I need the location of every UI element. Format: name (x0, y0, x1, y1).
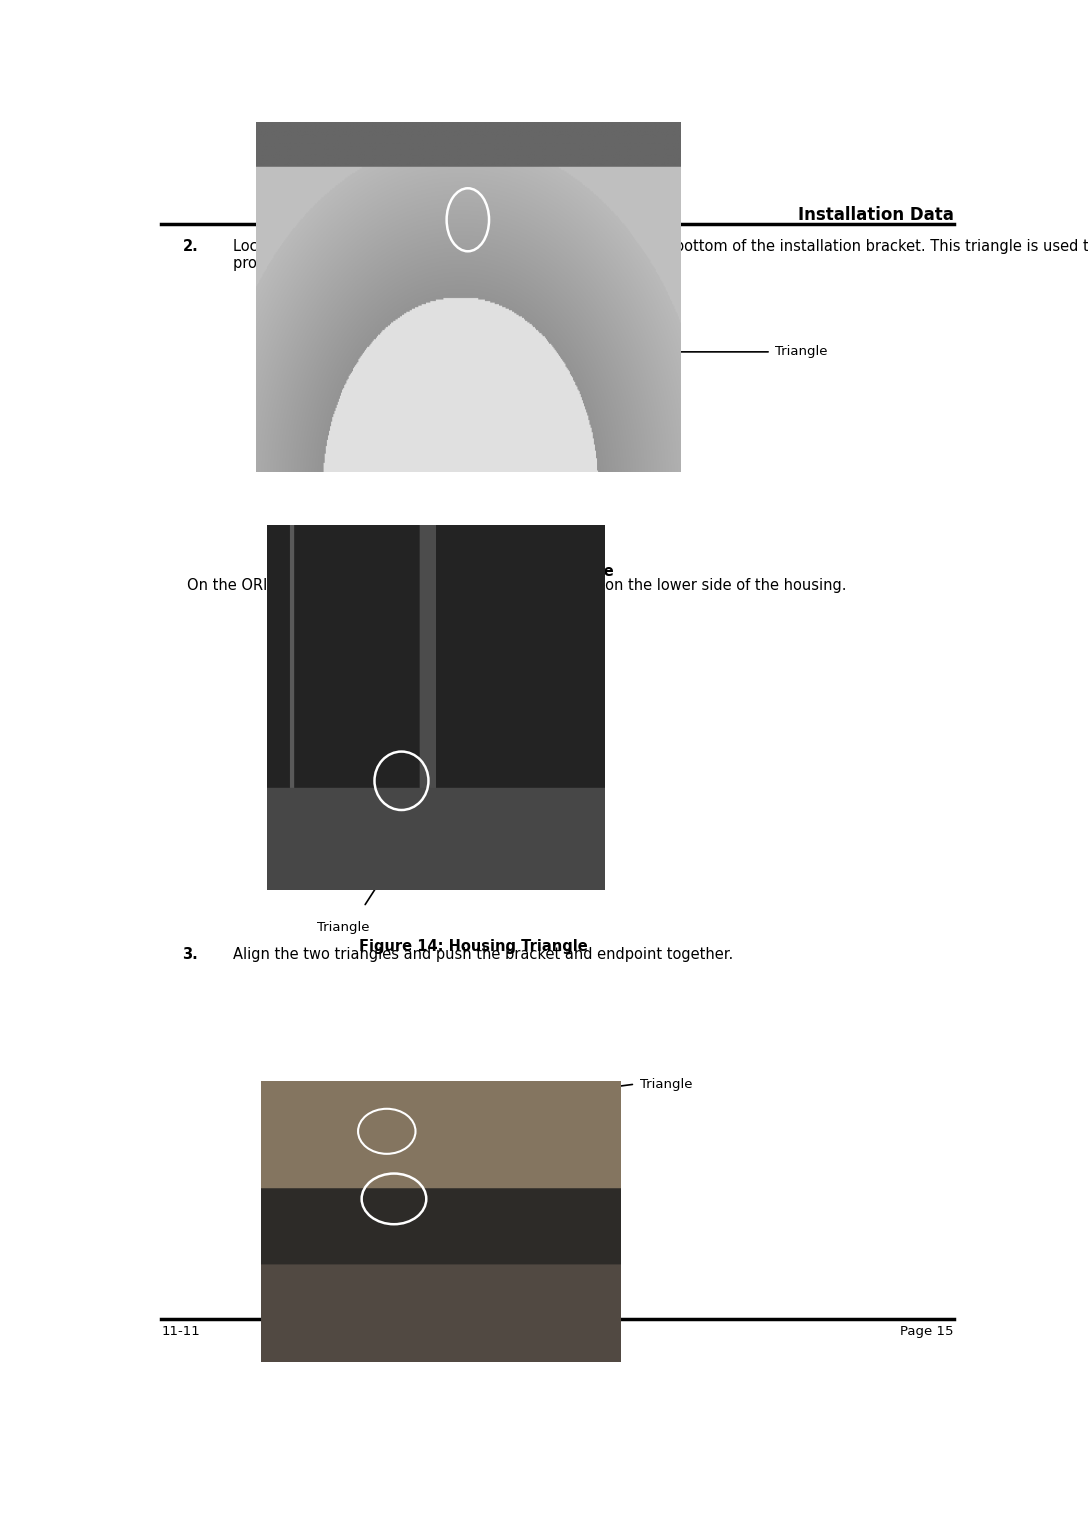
Text: Triangle: Triangle (640, 1078, 693, 1091)
Text: Installation Data: Installation Data (798, 205, 954, 224)
Text: On the ORION endpoint, there is a small triangle printed on the lower side of th: On the ORION endpoint, there is a small … (187, 577, 846, 592)
Text: Figure 14: Housing Triangle: Figure 14: Housing Triangle (359, 939, 588, 954)
Text: 3.: 3. (183, 947, 198, 962)
Text: Figure 15: Align Both Triangles: Figure 15: Align Both Triangles (349, 1256, 606, 1269)
Text: 11-11: 11-11 (161, 1326, 200, 1338)
Text: Triangle: Triangle (775, 345, 828, 358)
Text: 2.: 2. (183, 239, 198, 254)
Text: Align the two triangles and push the bracket and endpoint together.: Align the two triangles and push the bra… (233, 947, 733, 962)
Text: Page 15: Page 15 (901, 1326, 954, 1338)
Text: Triangle: Triangle (318, 921, 370, 935)
Text: Figure 13: Aligning Triangle: Figure 13: Aligning Triangle (384, 563, 614, 578)
Text: Locate the small triangle aligned with the small hole on the bottom of the insta: Locate the small triangle aligned with t… (233, 239, 1088, 271)
